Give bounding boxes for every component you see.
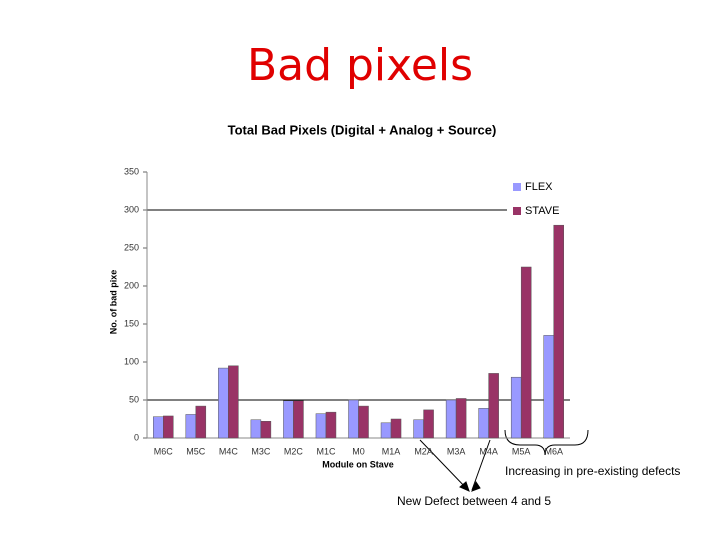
x-tick-label: M6A — [544, 446, 563, 456]
x-tick-label: M4C — [219, 446, 239, 456]
y-tick-label: 50 — [129, 394, 139, 404]
bar — [553, 224, 564, 439]
x-tick-label: M3C — [251, 446, 271, 456]
bar — [413, 419, 424, 439]
annotation: Increasing in pre-existing defects — [505, 464, 680, 478]
bar — [445, 399, 457, 439]
y-axis-label: No. of bad pixe — [108, 270, 118, 335]
y-tick-label: 300 — [124, 204, 139, 214]
y-tick-label: 150 — [124, 318, 139, 328]
bar — [380, 422, 392, 439]
bar — [185, 414, 197, 439]
x-tick-label: M5C — [186, 446, 206, 456]
bar — [218, 367, 229, 439]
bar — [283, 400, 294, 439]
x-tick-label: M3A — [447, 446, 466, 456]
bar — [195, 405, 207, 439]
bar — [510, 376, 522, 439]
legend-label: STAVE — [525, 205, 559, 217]
bar — [423, 409, 434, 439]
x-tick-label: M6C — [154, 446, 174, 456]
bar — [520, 266, 532, 439]
x-tick-label: M5A — [512, 446, 531, 456]
chart-title: Total Bad Pixels (Digital + Analog + Sou… — [228, 122, 497, 137]
x-tick-label: M1A — [382, 446, 401, 456]
bar — [250, 419, 262, 439]
bar — [358, 405, 369, 439]
bar — [228, 365, 239, 439]
x-tick-label: M4A — [479, 446, 498, 456]
y-tick-label: 100 — [124, 356, 139, 366]
y-tick-label: 250 — [124, 242, 139, 252]
annotation: New Defect between 4 and 5 — [397, 494, 551, 508]
bar — [488, 373, 499, 439]
bar — [315, 413, 327, 439]
bar — [390, 418, 402, 439]
bar — [543, 335, 554, 439]
bar — [153, 416, 164, 439]
y-tick-label: 0 — [134, 432, 139, 442]
bar — [325, 411, 337, 439]
y-tick-label: 350 — [124, 166, 139, 176]
x-tick-label: M1C — [316, 446, 336, 456]
bar — [293, 400, 304, 439]
slide-title: Bad pixels — [247, 40, 473, 91]
x-tick-label: M2C — [284, 446, 304, 456]
x-tick-label: M2A — [414, 446, 433, 456]
annotation-arrows — [419, 429, 589, 492]
bar — [455, 398, 467, 439]
bar — [163, 415, 174, 439]
legend-swatch — [513, 183, 521, 191]
bar — [260, 421, 272, 439]
bar — [478, 408, 489, 439]
legend-label: FLEX — [525, 181, 553, 193]
x-tick-label: M0 — [352, 446, 365, 456]
legend-swatch — [513, 207, 521, 215]
bar — [348, 399, 359, 439]
y-tick-label: 200 — [124, 280, 139, 290]
x-axis-label: Module on Stave — [322, 459, 394, 469]
